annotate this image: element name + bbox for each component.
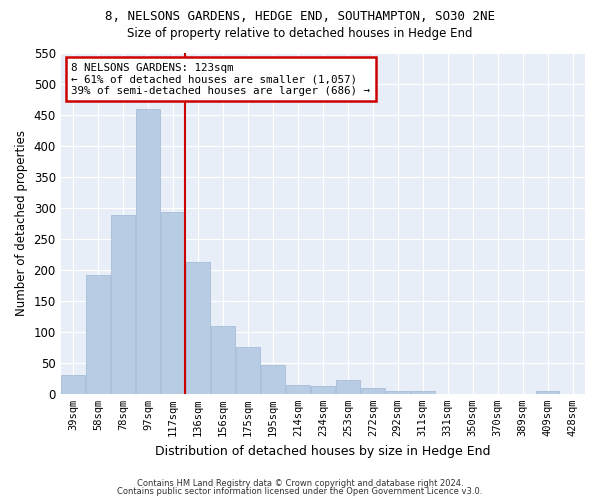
Bar bbox=[136, 109, 160, 394]
Y-axis label: Number of detached properties: Number of detached properties bbox=[15, 130, 28, 316]
Bar bbox=[61, 375, 85, 394]
Bar bbox=[211, 326, 235, 394]
Bar bbox=[161, 212, 185, 394]
Bar bbox=[186, 262, 210, 394]
Bar bbox=[311, 386, 335, 394]
Text: Contains public sector information licensed under the Open Government Licence v3: Contains public sector information licen… bbox=[118, 487, 482, 496]
Bar bbox=[261, 366, 285, 394]
Bar bbox=[86, 276, 110, 394]
Bar bbox=[361, 388, 385, 394]
Text: Size of property relative to detached houses in Hedge End: Size of property relative to detached ho… bbox=[127, 28, 473, 40]
X-axis label: Distribution of detached houses by size in Hedge End: Distribution of detached houses by size … bbox=[155, 444, 491, 458]
Bar bbox=[111, 215, 135, 394]
Bar bbox=[236, 348, 260, 394]
Text: Contains HM Land Registry data © Crown copyright and database right 2024.: Contains HM Land Registry data © Crown c… bbox=[137, 478, 463, 488]
Bar bbox=[286, 385, 310, 394]
Bar bbox=[386, 390, 410, 394]
Bar bbox=[411, 390, 434, 394]
Text: 8 NELSONS GARDENS: 123sqm
← 61% of detached houses are smaller (1,057)
39% of se: 8 NELSONS GARDENS: 123sqm ← 61% of detac… bbox=[71, 62, 370, 96]
Bar bbox=[336, 380, 359, 394]
Text: 8, NELSONS GARDENS, HEDGE END, SOUTHAMPTON, SO30 2NE: 8, NELSONS GARDENS, HEDGE END, SOUTHAMPT… bbox=[105, 10, 495, 23]
Bar bbox=[536, 390, 559, 394]
